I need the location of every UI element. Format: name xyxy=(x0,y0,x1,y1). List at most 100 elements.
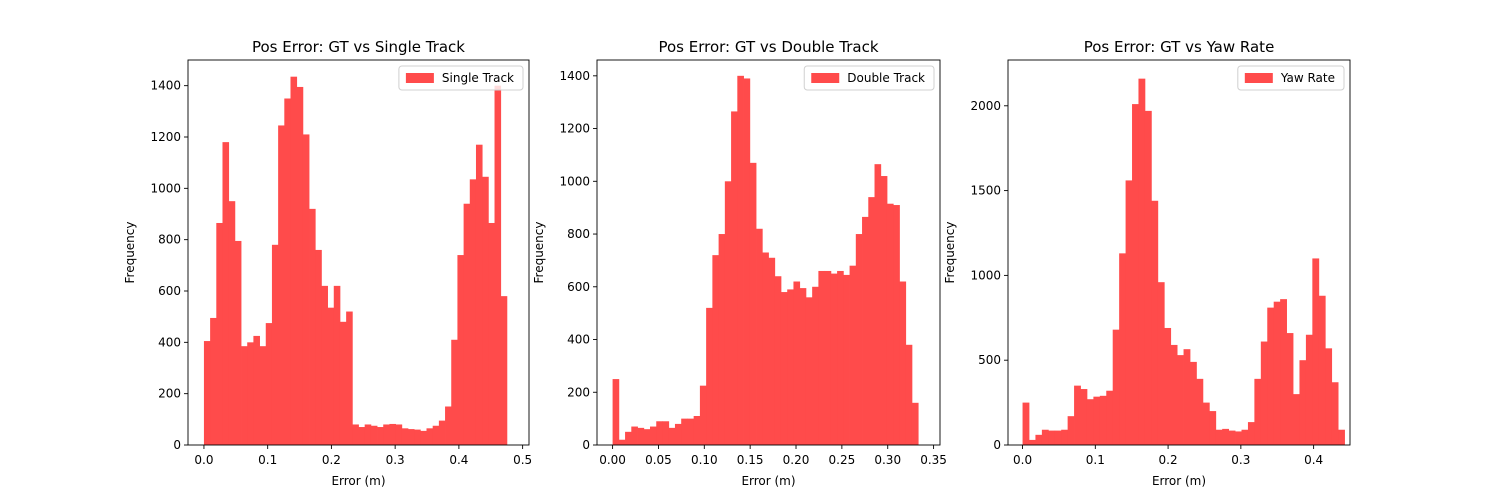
histogram-bar xyxy=(346,311,353,445)
histogram-bar xyxy=(401,428,409,445)
y-tick-label: 600 xyxy=(567,280,590,294)
histogram-bar xyxy=(1074,385,1081,445)
histogram-bar xyxy=(1125,180,1133,445)
x-tick-label: 0.4 xyxy=(449,453,468,467)
histogram-bar xyxy=(731,111,738,445)
histogram-bar xyxy=(1183,349,1191,445)
histogram-bar xyxy=(1144,110,1152,446)
histogram-bar xyxy=(1112,329,1120,445)
histogram-bar xyxy=(631,426,638,445)
histogram-bar xyxy=(812,286,819,445)
legend-box xyxy=(398,65,524,91)
histogram-bar xyxy=(1177,355,1184,445)
histogram-bar xyxy=(1305,334,1313,445)
histogram-bar xyxy=(1189,361,1197,445)
histogram-bar xyxy=(905,344,913,445)
histogram-bar xyxy=(1247,422,1255,445)
histogram-bar xyxy=(712,255,720,445)
x-tick-label: 0.20 xyxy=(783,453,810,467)
histogram-bar xyxy=(874,164,882,446)
histogram-bar xyxy=(259,346,267,445)
histogram-bar xyxy=(674,423,682,445)
histogram-bar xyxy=(420,430,427,445)
histogram-bar xyxy=(1299,360,1307,445)
histogram-bar xyxy=(370,425,378,445)
histogram-bar xyxy=(1022,402,1030,445)
histogram-bar xyxy=(1293,394,1300,445)
histogram-bar xyxy=(339,321,347,445)
histogram-bar xyxy=(880,176,888,445)
x-tick-label: 0.10 xyxy=(691,453,718,467)
y-tick-label: 1500 xyxy=(970,184,1001,198)
histogram-bars xyxy=(1022,78,1345,446)
histogram-bar xyxy=(787,289,794,445)
legend-swatch xyxy=(1244,73,1273,83)
histogram-bar xyxy=(395,424,403,445)
histogram-bars xyxy=(612,75,919,446)
histogram-bar xyxy=(1267,307,1275,445)
legend-box xyxy=(1237,65,1345,91)
x-tick-label: 0.05 xyxy=(645,453,672,467)
histogram-bar xyxy=(793,281,801,445)
histogram-bar xyxy=(650,426,657,445)
y-tick-label: 1000 xyxy=(559,174,590,188)
histogram-bar xyxy=(1048,430,1056,445)
y-axis-label: Frequency xyxy=(532,222,546,284)
histogram-bar xyxy=(1215,429,1223,445)
histogram-bar xyxy=(1325,348,1333,445)
histogram-bar xyxy=(1106,390,1114,445)
legend: Single Track xyxy=(398,65,524,91)
histogram-bar xyxy=(737,75,744,446)
histogram-bar xyxy=(662,421,670,445)
histogram-bar xyxy=(612,379,620,445)
histogram-bar xyxy=(749,162,757,445)
x-axis-label: Error (m) xyxy=(1152,474,1206,488)
x-axis-label: Error (m) xyxy=(741,474,795,488)
histogram-bar xyxy=(830,273,838,445)
histogram-bar xyxy=(358,427,366,445)
y-tick-label: 200 xyxy=(158,387,181,401)
histogram-bar xyxy=(780,292,788,445)
y-axis-label: Frequency xyxy=(123,222,137,284)
legend: Double Track xyxy=(803,65,935,91)
histogram-bar xyxy=(253,335,260,445)
histogram-bar xyxy=(1054,430,1062,445)
histogram-bar xyxy=(309,208,316,445)
legend-label: Yaw Rate xyxy=(1280,71,1335,85)
histogram-bar xyxy=(457,255,465,445)
histogram-bar xyxy=(278,125,285,445)
histogram-panel-3: 0.0 0.1 0.2 0.3 0.4 0 500 1000 1500 2000 Pos Error… xyxy=(943,38,1351,488)
histogram-bar xyxy=(762,252,769,445)
histogram-bar xyxy=(1338,429,1345,445)
histogram-bar xyxy=(724,181,732,445)
histogram-bar xyxy=(1138,78,1146,446)
histogram-bar xyxy=(1028,439,1036,445)
histogram-bar xyxy=(681,418,688,445)
histogram-bar xyxy=(1067,416,1075,445)
histogram-bar xyxy=(1132,104,1139,445)
histogram-bar xyxy=(1086,399,1094,445)
histogram-bar xyxy=(389,423,396,445)
histogram-bar xyxy=(1080,389,1088,445)
x-tick-label: 0.30 xyxy=(874,453,901,467)
histogram-bar xyxy=(377,427,384,445)
histogram-bar xyxy=(1235,431,1242,445)
histogram-bar xyxy=(1318,295,1326,445)
histogram-bar xyxy=(1093,396,1101,445)
x-tick-label: 0.0 xyxy=(194,453,213,467)
histogram-bar xyxy=(855,234,863,445)
histogram-bar xyxy=(284,98,291,445)
legend-label: Single Track xyxy=(442,71,514,85)
chart-title: Pos Error: GT vs Yaw Rate xyxy=(1084,38,1275,56)
histogram-bar xyxy=(1209,411,1217,445)
histogram-bar xyxy=(407,429,415,445)
plot-frame xyxy=(1007,59,1351,446)
histogram-bar xyxy=(327,307,335,445)
y-tick-label: 500 xyxy=(978,353,1001,367)
histogram-bar xyxy=(886,203,894,445)
histogram-bar xyxy=(475,144,483,445)
x-tick-label: 0.2 xyxy=(1159,453,1178,467)
x-tick-label: 0.4 xyxy=(1304,453,1323,467)
y-tick-label: 800 xyxy=(567,227,590,241)
